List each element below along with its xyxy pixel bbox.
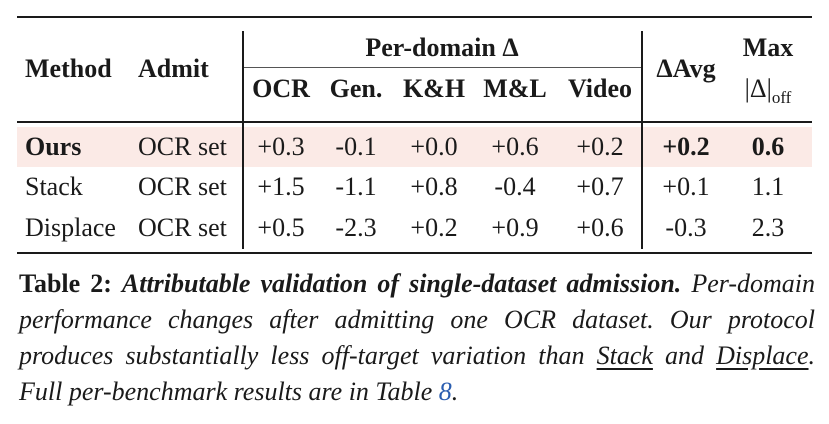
caption-title: Attributable validation of single-datase…: [121, 269, 682, 298]
header-max-abs-delta: |Δ|off: [745, 74, 792, 113]
per-domain-underline: [243, 67, 641, 68]
vline-after-admit: [242, 31, 244, 249]
caption-link-displace[interactable]: Displace: [716, 341, 809, 370]
caption-label: Table 2:: [19, 269, 112, 298]
bottom-rule: [17, 252, 812, 254]
row-ours-max: 0.6: [751, 132, 785, 161]
row-displace-delta-avg: -0.3: [665, 213, 707, 242]
mid-rule: [17, 121, 812, 123]
row-stack-admit: OCR set: [138, 172, 227, 201]
top-rule: [17, 16, 812, 18]
row-displace-max: 2.3: [751, 213, 785, 242]
row-displace-video: +0.6: [576, 213, 624, 242]
caption-text-4: .: [451, 377, 459, 406]
row-ours-ocr: +0.3: [257, 132, 305, 161]
header-domain-kh: K&H: [402, 74, 466, 103]
row-ours-admit: OCR set: [138, 132, 227, 161]
row-stack-max: 1.1: [751, 172, 785, 201]
row-displace-ml: +0.9: [491, 213, 539, 242]
row-ours-ml: +0.6: [491, 132, 539, 161]
row-ours-gen: -0.1: [335, 132, 377, 161]
row-stack-video: +0.7: [576, 172, 624, 201]
row-ours-kh: +0.0: [410, 132, 458, 161]
row-stack-method: Stack: [25, 172, 83, 201]
caption-link-stack[interactable]: Stack: [596, 341, 653, 370]
row-displace-kh: +0.2: [410, 213, 458, 242]
vline-after-domains: [641, 31, 643, 249]
row-stack-ml: -0.4: [494, 172, 536, 201]
caption-text-2: and: [665, 341, 704, 370]
header-max: Max: [742, 33, 794, 62]
off-subscript: off: [771, 88, 792, 107]
row-displace-ocr: +0.5: [257, 213, 305, 242]
row-ours-delta-avg: +0.2: [662, 132, 710, 161]
header-domain-ocr: OCR: [252, 74, 310, 103]
header-domain-video: Video: [567, 74, 633, 103]
row-displace-method: Displace: [25, 213, 116, 242]
header-delta-avg: ΔAvg: [656, 54, 716, 83]
row-stack-ocr: +1.5: [257, 172, 305, 201]
row-displace-gen: -2.3: [335, 213, 377, 242]
row-ours-video: +0.2: [576, 132, 624, 161]
abs-delta-symbol: |Δ|: [744, 74, 772, 103]
caption-text-1: Per-domain performance changes after adm…: [19, 269, 816, 370]
header-domain-gen: Gen.: [329, 74, 383, 103]
table-caption: Table 2: Attributable validation of sing…: [19, 266, 815, 410]
caption-text-3: . Full per-benchmark results are in Tabl…: [19, 341, 816, 406]
row-displace-admit: OCR set: [138, 213, 227, 242]
highlight-row-ours: [17, 127, 812, 167]
row-stack-kh: +0.8: [410, 172, 458, 201]
header-per-domain: Per-domain Δ: [365, 33, 519, 62]
row-ours-method: Ours: [25, 132, 82, 161]
header-method: Method: [25, 54, 112, 83]
row-stack-gen: -1.1: [335, 172, 377, 201]
header-domain-ml: M&L: [483, 74, 547, 103]
header-admit: Admit: [138, 54, 209, 83]
caption-table-ref-link[interactable]: 8: [438, 377, 452, 406]
row-stack-delta-avg: +0.1: [662, 172, 710, 201]
